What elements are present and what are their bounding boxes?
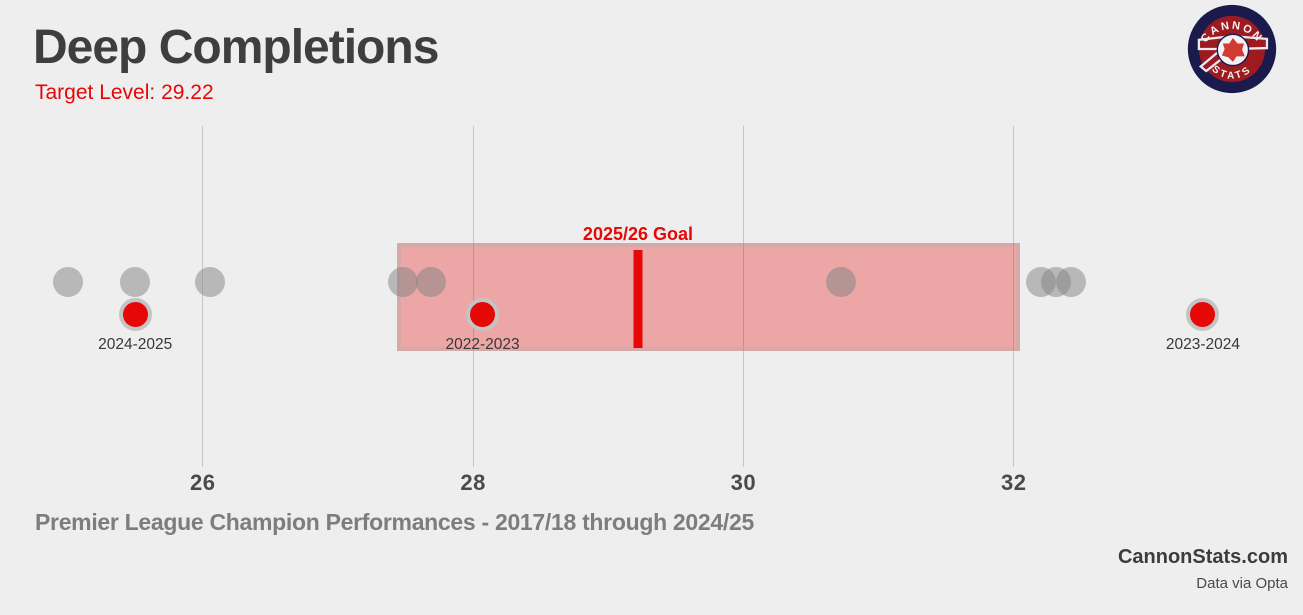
champion-dot (387, 267, 418, 297)
brand-watermark: CannonStats.com (1117, 546, 1288, 568)
cannon-stats-logo: CANNON STATS (1187, 4, 1277, 94)
data-source-credit: Data via Opta (1196, 575, 1288, 592)
champion-dot (120, 267, 151, 297)
season-dot (466, 298, 500, 331)
champion-dot (52, 267, 83, 297)
x-tick-label: 32 (1000, 470, 1027, 495)
champion-dot (825, 267, 856, 297)
season-label: 2022-2023 (445, 336, 520, 353)
goal-line (633, 250, 643, 348)
champion-dot (1055, 267, 1086, 297)
target-range-band (397, 243, 1021, 351)
x-tick-label: 26 (189, 470, 216, 495)
season-label: 2023-2024 (1165, 336, 1241, 353)
chart-caption: Premier League Champion Performances - 2… (35, 509, 754, 535)
champion-dot (194, 267, 225, 297)
x-gridline (472, 126, 474, 467)
goal-label: 2025/26 Goal (582, 224, 694, 244)
wheel-star (1221, 37, 1245, 62)
page-title: Deep Completions (33, 21, 439, 74)
x-gridline (202, 126, 204, 467)
x-gridline (742, 126, 744, 467)
x-gridline (1013, 126, 1015, 467)
x-tick-label: 28 (460, 470, 486, 495)
season-dot (1186, 298, 1220, 331)
x-tick-label: 30 (730, 470, 757, 495)
champion-dot (416, 267, 447, 297)
target-level-label: Target Level: 29.22 (35, 81, 214, 104)
season-label: 2024-2025 (98, 336, 173, 353)
season-dot (118, 298, 152, 331)
